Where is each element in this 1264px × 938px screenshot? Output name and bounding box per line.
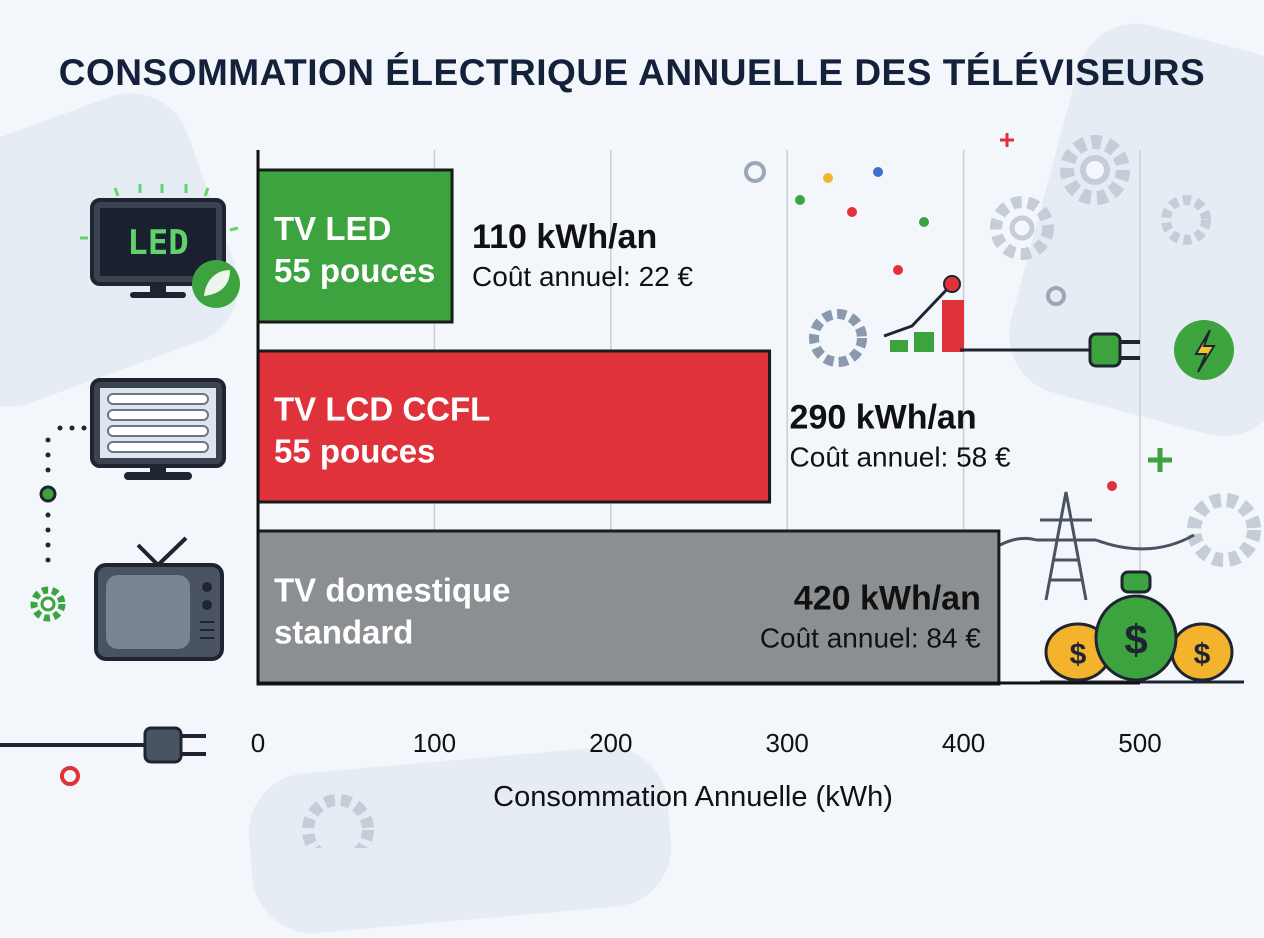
- bar-standard: [256, 529, 1001, 686]
- value-label: 420 kWh/an: [794, 580, 981, 618]
- value-label: 290 kWh/an: [790, 399, 977, 437]
- x-tick-label: 100: [413, 728, 456, 758]
- x-tick-label: 0: [251, 728, 265, 758]
- bar-label: 55 pouces: [274, 252, 435, 289]
- bar-label: TV domestique: [274, 572, 511, 609]
- chart-title: CONSOMMATION ÉLECTRIQUE ANNUELLE DES TÉL…: [58, 52, 1206, 93]
- plug-icon: [960, 332, 1140, 368]
- money-bag-icon: $ $ $: [1040, 570, 1244, 684]
- value-label: 110 kWh/an: [472, 218, 657, 256]
- bar-label: TV LCD CCFL: [274, 391, 490, 428]
- bar-lcd: [256, 349, 772, 504]
- x-tick-label: 500: [1118, 728, 1161, 758]
- cost-label: Coût annuel: 58 €: [790, 442, 1011, 473]
- led-screen-text: LED: [127, 223, 188, 263]
- bar-label: TV LED: [274, 210, 391, 247]
- cost-label: Coût annuel: 22 €: [472, 261, 693, 292]
- axes: 0 100 200 300 400 500 Consommation Annuelle (k…: [251, 150, 1162, 813]
- gear-icon: [302, 794, 374, 848]
- gear-icon: [990, 196, 1054, 260]
- gear-icon: [1060, 135, 1130, 205]
- lcd-ccfl-tv-icon: [90, 378, 226, 480]
- leaf-icon: [192, 260, 240, 308]
- bar-led: [256, 168, 454, 324]
- gear-icon: [1187, 493, 1261, 567]
- gear-icon: [809, 309, 867, 367]
- connector-dots: [39, 425, 87, 563]
- bars: TV LED 55 pouces 110 kWh/an Coût annuel: 22…: [256, 168, 1011, 686]
- retro-tv-icon: [94, 536, 224, 661]
- led-tv-icon: LED: [80, 184, 239, 298]
- x-axis-title: Consommation Annuelle (kWh): [493, 781, 893, 813]
- svg-text:$: $: [1124, 616, 1147, 663]
- plug-icon: [0, 726, 206, 764]
- bar-label: 55 pouces: [274, 433, 435, 470]
- svg-text:$: $: [1070, 638, 1087, 671]
- gear-icon: [30, 586, 66, 622]
- confetti-dots: [60, 133, 1172, 786]
- x-tick-label: 400: [942, 728, 985, 758]
- power-pylon-icon: [999, 491, 1195, 601]
- gear-icon: [1161, 195, 1211, 245]
- x-tick-label: 300: [766, 728, 809, 758]
- x-tick-label: 200: [589, 728, 632, 758]
- bar-label: standard: [274, 614, 413, 651]
- cost-label: Coût annuel: 84 €: [760, 623, 981, 654]
- chart-canvas: LED: [0, 133, 1261, 848]
- growth-chart-icon: [883, 275, 964, 352]
- lightning-icon: [1174, 320, 1234, 380]
- svg-text:$: $: [1194, 638, 1211, 671]
